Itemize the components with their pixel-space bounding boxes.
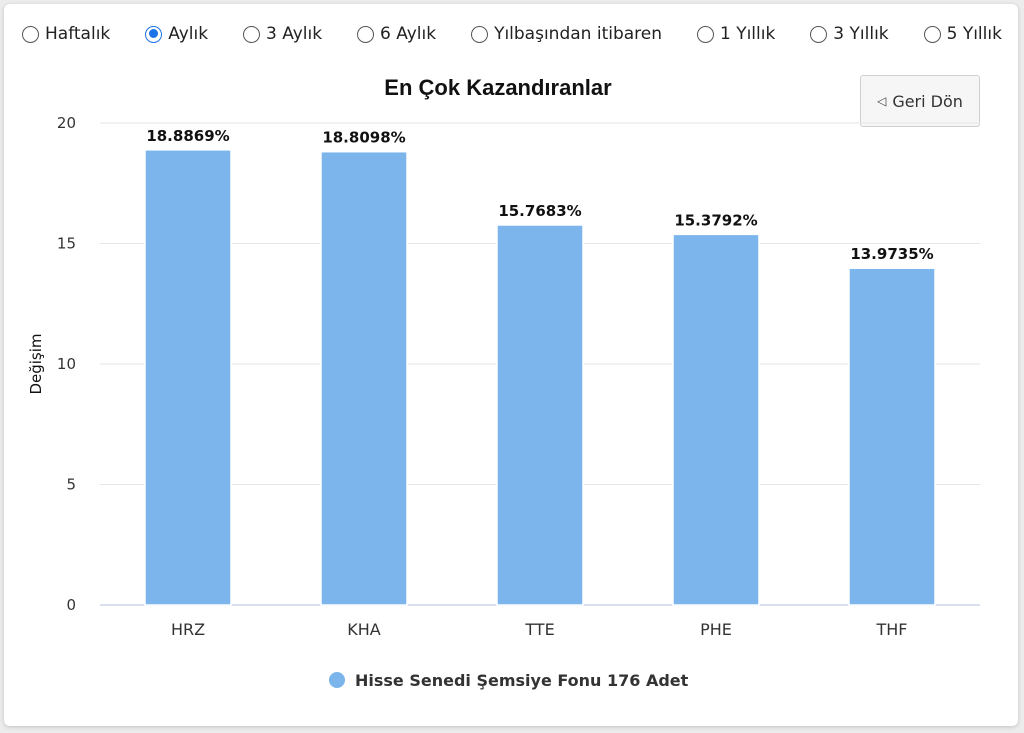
period-option[interactable]: 6 Aylık xyxy=(357,24,436,44)
back-triangle-icon: ◁ xyxy=(877,94,887,108)
period-label: 1 Yıllık xyxy=(719,24,776,44)
chart-title: En Çok Kazandıranlar xyxy=(384,75,612,100)
bar-tte[interactable] xyxy=(496,224,584,606)
period-option[interactable]: Aylık xyxy=(145,24,208,44)
legend-label: Hisse Senedi Şemsiye Fonu 176 Adet xyxy=(355,671,689,690)
period-option[interactable]: Yılbaşından itibaren xyxy=(471,24,662,44)
radio-button[interactable] xyxy=(923,25,941,43)
period-option[interactable]: 5 Yıllık xyxy=(923,24,1002,44)
x-tick-label: PHE xyxy=(700,620,732,639)
back-button[interactable]: ◁ Geri Dön xyxy=(860,75,980,127)
period-option[interactable]: 3 Yıllık xyxy=(810,24,889,44)
back-button-label: Geri Dön xyxy=(892,91,963,111)
legend-marker xyxy=(329,672,345,688)
period-selector: Haftalık Aylık 3 Aylık 6 Aylık Yılbaşından i… xyxy=(22,20,1002,48)
x-tick-label: HRZ xyxy=(171,620,205,639)
period-label: 5 Yıllık xyxy=(946,24,1002,44)
radio-button[interactable] xyxy=(810,25,828,43)
x-tick-label: TTE xyxy=(524,620,554,639)
period-label: 3 Aylık xyxy=(266,24,323,44)
data-label: 13.9735% xyxy=(850,245,933,263)
bar-hrz[interactable] xyxy=(144,149,232,606)
bar-thf[interactable] xyxy=(848,267,936,606)
bar-kha[interactable] xyxy=(320,150,408,606)
period-label: Haftalık xyxy=(45,24,111,44)
period-label: Aylık xyxy=(168,24,209,44)
radio-button[interactable] xyxy=(696,25,714,43)
y-axis-label: Değişim xyxy=(27,333,45,394)
legend[interactable]: Hisse Senedi Şemsiye Fonu 176 Adet xyxy=(329,671,689,690)
period-label: Yılbaşından itibaren xyxy=(494,24,663,44)
radio-button[interactable] xyxy=(145,25,163,43)
y-tick-label: 0 xyxy=(66,596,76,614)
data-label: 15.7683% xyxy=(498,202,581,220)
period-label: 3 Yıllık xyxy=(833,24,889,44)
y-tick-label: 20 xyxy=(57,114,76,132)
y-tick-label: 15 xyxy=(57,235,76,253)
x-tick-label: THF xyxy=(875,620,907,639)
radio-button[interactable] xyxy=(471,25,489,43)
bar-phe[interactable] xyxy=(672,233,760,606)
period-option[interactable]: 1 Yıllık xyxy=(696,24,776,44)
period-option[interactable]: Haftalık xyxy=(22,24,110,44)
data-label: 18.8098% xyxy=(322,129,405,147)
radio-button[interactable] xyxy=(22,25,39,43)
data-label: 18.8869% xyxy=(146,127,229,145)
radio-button[interactable] xyxy=(243,25,261,43)
data-label: 15.3792% xyxy=(674,211,757,229)
radio-button[interactable] xyxy=(357,25,375,43)
period-option[interactable]: 3 Aylık xyxy=(243,24,322,44)
x-tick-label: KHA xyxy=(347,620,381,639)
y-tick-label: 10 xyxy=(57,355,76,373)
period-label: 6 Aylık xyxy=(380,24,437,44)
y-tick-label: 5 xyxy=(66,476,76,494)
